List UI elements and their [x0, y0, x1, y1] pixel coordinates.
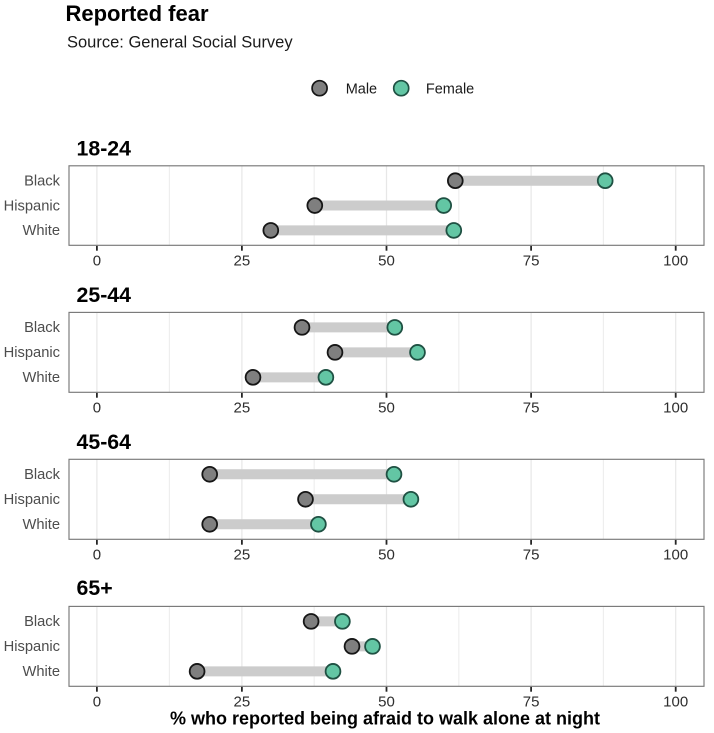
svg-text:Hispanic: Hispanic — [4, 345, 60, 361]
svg-text:18-24: 18-24 — [77, 137, 132, 161]
svg-text:Black: Black — [24, 614, 61, 630]
svg-text:White: White — [22, 664, 60, 680]
svg-text:Reported fear: Reported fear — [66, 1, 209, 26]
svg-text:75: 75 — [523, 547, 540, 564]
svg-text:25-44: 25-44 — [77, 283, 132, 307]
svg-text:25: 25 — [234, 547, 251, 564]
svg-text:25: 25 — [234, 400, 251, 417]
svg-text:25: 25 — [234, 694, 251, 711]
svg-text:White: White — [22, 370, 60, 386]
svg-text:0: 0 — [93, 694, 101, 711]
svg-text:100: 100 — [663, 253, 688, 270]
svg-text:0: 0 — [93, 400, 101, 417]
svg-text:45-64: 45-64 — [77, 430, 132, 454]
svg-text:50: 50 — [378, 400, 395, 417]
svg-text:Source: General Social Survey: Source: General Social Survey — [67, 33, 293, 51]
svg-text:% who reported being afraid to: % who reported being afraid to walk alon… — [170, 708, 600, 728]
svg-text:50: 50 — [378, 253, 395, 270]
svg-text:0: 0 — [93, 547, 101, 564]
svg-text:White: White — [22, 517, 60, 533]
svg-text:100: 100 — [663, 547, 688, 564]
svg-text:Hispanic: Hispanic — [4, 639, 60, 655]
svg-text:Black: Black — [24, 467, 61, 483]
svg-text:Hispanic: Hispanic — [4, 492, 60, 508]
svg-text:25: 25 — [234, 253, 251, 270]
svg-text:100: 100 — [663, 694, 688, 711]
svg-text:50: 50 — [378, 547, 395, 564]
svg-text:Female: Female — [426, 82, 474, 98]
svg-text:75: 75 — [523, 694, 540, 711]
svg-text:50: 50 — [378, 694, 395, 711]
svg-text:0: 0 — [93, 253, 101, 270]
svg-text:Black: Black — [24, 320, 61, 336]
svg-text:Black: Black — [24, 174, 61, 190]
svg-text:100: 100 — [663, 400, 688, 417]
svg-text:65+: 65+ — [77, 576, 113, 600]
svg-text:75: 75 — [523, 253, 540, 270]
svg-text:Male: Male — [346, 82, 377, 98]
svg-text:White: White — [22, 223, 60, 239]
svg-text:Hispanic: Hispanic — [4, 198, 60, 214]
svg-text:75: 75 — [523, 400, 540, 417]
